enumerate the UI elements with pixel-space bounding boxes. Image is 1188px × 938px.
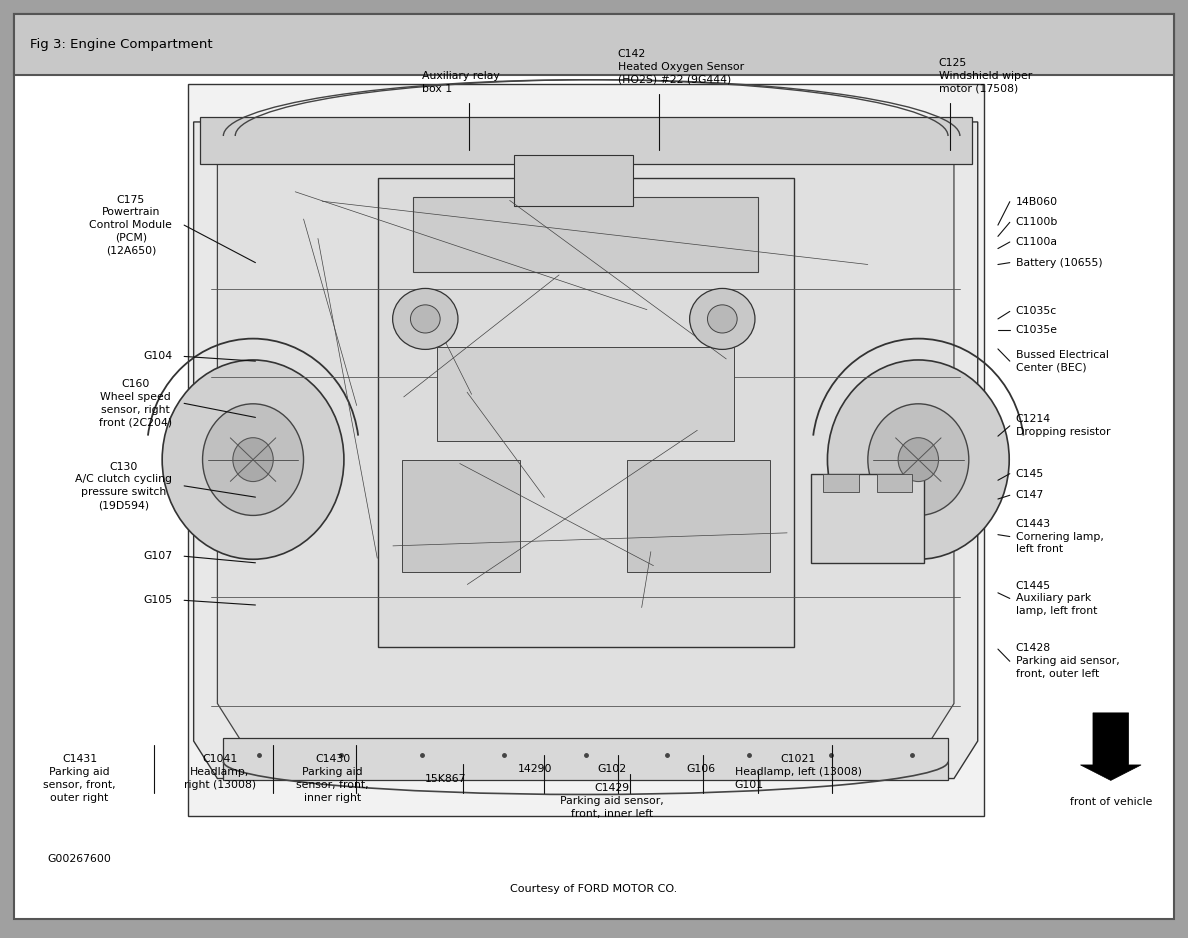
Text: G102: G102 [598, 764, 626, 775]
Text: C1041
Headlamp,
right (13008): C1041 Headlamp, right (13008) [184, 754, 255, 790]
Text: C1429
Parking aid sensor,
front, inner left: C1429 Parking aid sensor, front, inner l… [560, 783, 664, 819]
Text: Auxiliary relay
box 1: Auxiliary relay box 1 [422, 71, 499, 94]
Text: C1021
Headlamp, left (13008): C1021 Headlamp, left (13008) [735, 754, 861, 777]
Text: 14B060: 14B060 [1016, 197, 1057, 206]
Ellipse shape [202, 404, 304, 516]
Text: G101: G101 [734, 780, 763, 791]
Text: C160
Wheel speed
sensor, right
front (2C204): C160 Wheel speed sensor, right front (2C… [99, 379, 172, 428]
Bar [200, 117, 972, 164]
Ellipse shape [392, 289, 457, 350]
Text: C142
Heated Oxygen Sensor
(HO2S) #22 (9G444): C142 Heated Oxygen Sensor (HO2S) #22 (9G… [618, 49, 744, 84]
Bar [14, 14, 1174, 75]
Text: C1100a: C1100a [1016, 237, 1057, 247]
Bar [811, 474, 924, 563]
Text: front of vehicle: front of vehicle [1069, 797, 1152, 808]
Bar [627, 460, 770, 572]
Text: G104: G104 [143, 352, 172, 361]
Ellipse shape [233, 438, 273, 481]
Text: Fig 3: Engine Compartment: Fig 3: Engine Compartment [30, 38, 213, 51]
Ellipse shape [410, 305, 440, 333]
Text: C1431
Parking aid
sensor, front,
outer right: C1431 Parking aid sensor, front, outer r… [43, 754, 116, 803]
Bar [877, 474, 912, 492]
Text: C1214
Dropping resistor: C1214 Dropping resistor [1016, 415, 1111, 437]
Text: C1430
Parking aid
sensor, front,
inner right: C1430 Parking aid sensor, front, inner r… [296, 754, 369, 803]
Text: C1035e: C1035e [1016, 325, 1057, 335]
Bar [402, 460, 520, 572]
Text: Battery (10655): Battery (10655) [1016, 258, 1102, 267]
Text: 14290: 14290 [517, 764, 552, 775]
Text: C1443
Cornering lamp,
left front: C1443 Cornering lamp, left front [1016, 519, 1104, 554]
Bar [188, 84, 984, 816]
Ellipse shape [867, 404, 969, 516]
Ellipse shape [898, 438, 939, 481]
Polygon shape [194, 122, 978, 779]
Bar [514, 155, 633, 206]
Text: G106: G106 [687, 764, 715, 775]
Polygon shape [1081, 713, 1140, 780]
Ellipse shape [689, 289, 756, 350]
Text: G107: G107 [143, 552, 172, 561]
Bar [378, 178, 794, 647]
Text: C145: C145 [1016, 469, 1044, 478]
Bar [823, 474, 859, 492]
Text: Courtesy of FORD MOTOR CO.: Courtesy of FORD MOTOR CO. [511, 885, 677, 894]
Ellipse shape [708, 305, 737, 333]
Text: C1445
Auxiliary park
lamp, left front: C1445 Auxiliary park lamp, left front [1016, 581, 1097, 616]
Ellipse shape [162, 360, 345, 559]
Text: C175
Powertrain
Control Module
(PCM)
(12A650): C175 Powertrain Control Module (PCM) (12… [89, 194, 172, 256]
Bar [437, 347, 734, 441]
Text: C1035c: C1035c [1016, 307, 1057, 316]
Text: 15K867: 15K867 [425, 774, 466, 784]
Text: C125
Windshield wiper
motor (17508): C125 Windshield wiper motor (17508) [939, 58, 1031, 94]
Text: C130
A/C clutch cycling
pressure switch
(19D594): C130 A/C clutch cycling pressure switch … [75, 461, 172, 510]
Text: C1100b: C1100b [1016, 218, 1059, 227]
Text: G105: G105 [143, 596, 172, 605]
Polygon shape [217, 141, 954, 750]
Bar [413, 197, 758, 272]
Text: C147: C147 [1016, 491, 1044, 500]
Text: C1428
Parking aid sensor,
front, outer left: C1428 Parking aid sensor, front, outer l… [1016, 643, 1119, 679]
Text: Bussed Electrical
Center (BEC): Bussed Electrical Center (BEC) [1016, 350, 1108, 372]
Bar [223, 738, 948, 780]
Text: G00267600: G00267600 [48, 854, 112, 864]
Ellipse shape [827, 360, 1010, 559]
